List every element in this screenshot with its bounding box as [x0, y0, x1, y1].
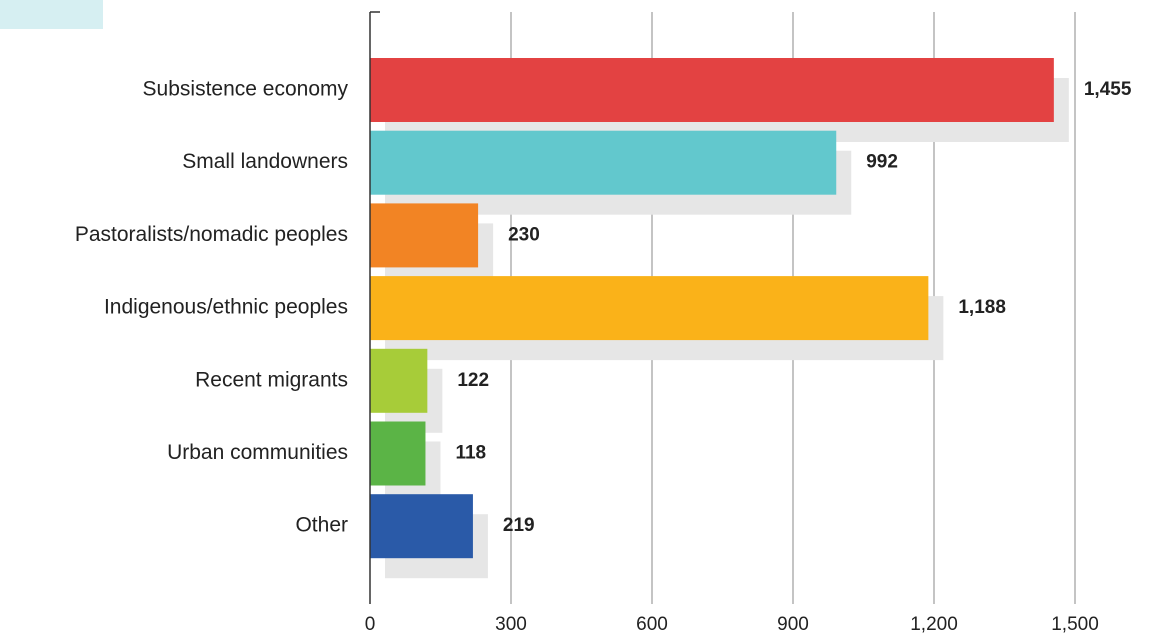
value-label-5: 118 — [455, 443, 486, 464]
x-tick-label-900: 900 — [777, 614, 809, 635]
x-tick-label-600: 600 — [636, 614, 668, 635]
bar-6 — [370, 494, 473, 559]
category-label-6: Other — [295, 514, 348, 537]
bar-5 — [370, 421, 426, 486]
category-label-2: Pastoralists/nomadic peoples — [75, 223, 348, 246]
category-label-5: Urban communities — [167, 441, 348, 464]
bar-1 — [370, 130, 837, 195]
bar-2 — [370, 203, 479, 268]
bar-4 — [370, 348, 428, 413]
corner-tab — [0, 0, 103, 29]
category-label-3: Indigenous/ethnic peoples — [104, 296, 348, 319]
category-label-1: Small landowners — [182, 150, 348, 173]
bar-3 — [370, 276, 929, 341]
value-label-4: 122 — [457, 370, 489, 391]
x-tick-label-300: 300 — [495, 614, 527, 635]
x-tick-label-1500: 1,500 — [1051, 614, 1099, 635]
value-label-3: 1,188 — [958, 297, 1006, 318]
category-label-0: Subsistence economy — [143, 78, 349, 101]
category-label-4: Recent migrants — [195, 368, 348, 391]
x-tick-label-1200: 1,200 — [910, 614, 958, 635]
x-tick-label-0: 0 — [365, 614, 376, 635]
value-label-0: 1,455 — [1084, 79, 1132, 100]
value-label-1: 992 — [866, 152, 898, 173]
value-label-6: 219 — [503, 515, 535, 536]
value-label-2: 230 — [508, 224, 540, 245]
bar-0 — [370, 58, 1054, 122]
